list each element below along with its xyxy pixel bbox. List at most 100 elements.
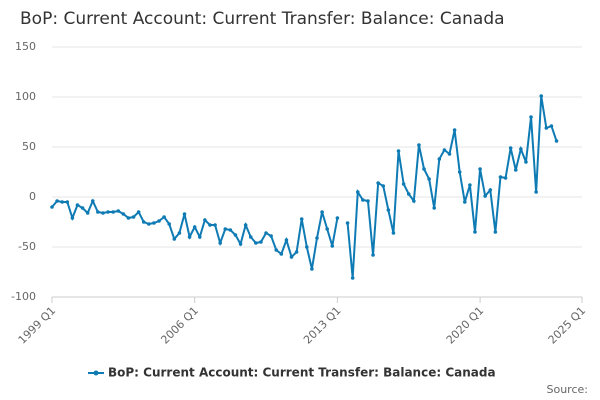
point [432,206,437,210]
point [131,215,136,219]
point [412,199,416,203]
point [248,235,253,239]
line [346,95,558,279]
point [493,230,498,234]
point [305,245,309,249]
point [345,221,350,225]
point [462,200,467,204]
point [473,230,477,234]
x-tick-label: 1999 Q1 [16,304,59,347]
y-tick-label: -50 [18,240,36,253]
point [310,267,314,271]
point [519,147,523,151]
point [218,241,222,245]
y-tick-label: 150 [15,40,36,53]
x-tick-label: 2006 Q1 [158,304,201,347]
point [355,190,360,194]
point [534,190,538,194]
point [442,148,447,152]
point [468,183,472,187]
point [101,211,105,215]
point [529,115,533,119]
point [386,208,391,212]
point [488,188,493,192]
y-tick-label: 100 [15,90,36,103]
point [197,235,202,239]
point [167,222,172,226]
x-tick-label: 2020 Q1 [444,304,487,347]
point [238,242,243,246]
point [116,209,121,213]
point [172,237,177,241]
x-tick-label: 2013 Q1 [301,304,344,347]
point [294,250,299,254]
point [401,182,406,186]
point [396,149,401,153]
point [366,199,370,203]
point [90,199,95,203]
point [406,192,411,196]
point [111,210,115,214]
point [549,124,554,128]
point [335,216,340,220]
point [279,252,284,256]
point [417,143,421,147]
point [157,219,161,223]
point [508,146,513,150]
point [350,276,355,280]
point [513,168,518,172]
point [478,167,482,171]
point [126,216,131,220]
point [152,221,156,225]
point [422,167,426,171]
point [452,128,457,132]
point [371,253,375,257]
point [539,94,544,98]
point [457,170,462,174]
point [483,194,487,198]
point [60,200,64,204]
point [264,231,268,235]
point [228,228,233,232]
point [55,199,59,203]
point [315,236,319,240]
point [325,227,329,231]
point [182,212,187,216]
point [544,126,549,130]
point [330,244,335,248]
point [289,255,294,259]
y-tick-label: 0 [29,190,36,203]
point [208,223,212,227]
chart-title: BoP: Current Account: Current Transfer: … [20,9,505,29]
point [203,218,207,222]
point [147,222,151,226]
x-tick-label: 2025 Q1 [546,304,589,347]
point [121,212,126,216]
point [376,181,380,185]
point [447,152,452,156]
point [162,215,166,219]
point [75,203,80,207]
point [223,227,228,231]
point [243,223,248,227]
point [381,184,386,188]
line [51,198,339,270]
point [65,200,70,204]
point [141,220,146,224]
y-tick-label: -100 [11,290,36,303]
point [70,216,75,220]
point [177,231,182,235]
point [136,210,141,214]
legend-marker [93,370,99,376]
point [233,233,238,237]
point [259,240,263,244]
point [106,210,110,214]
point [85,211,90,215]
point [284,238,289,242]
point [361,198,365,202]
source: Source: [547,383,589,396]
point [524,160,528,164]
point [50,205,54,209]
point [187,235,192,239]
